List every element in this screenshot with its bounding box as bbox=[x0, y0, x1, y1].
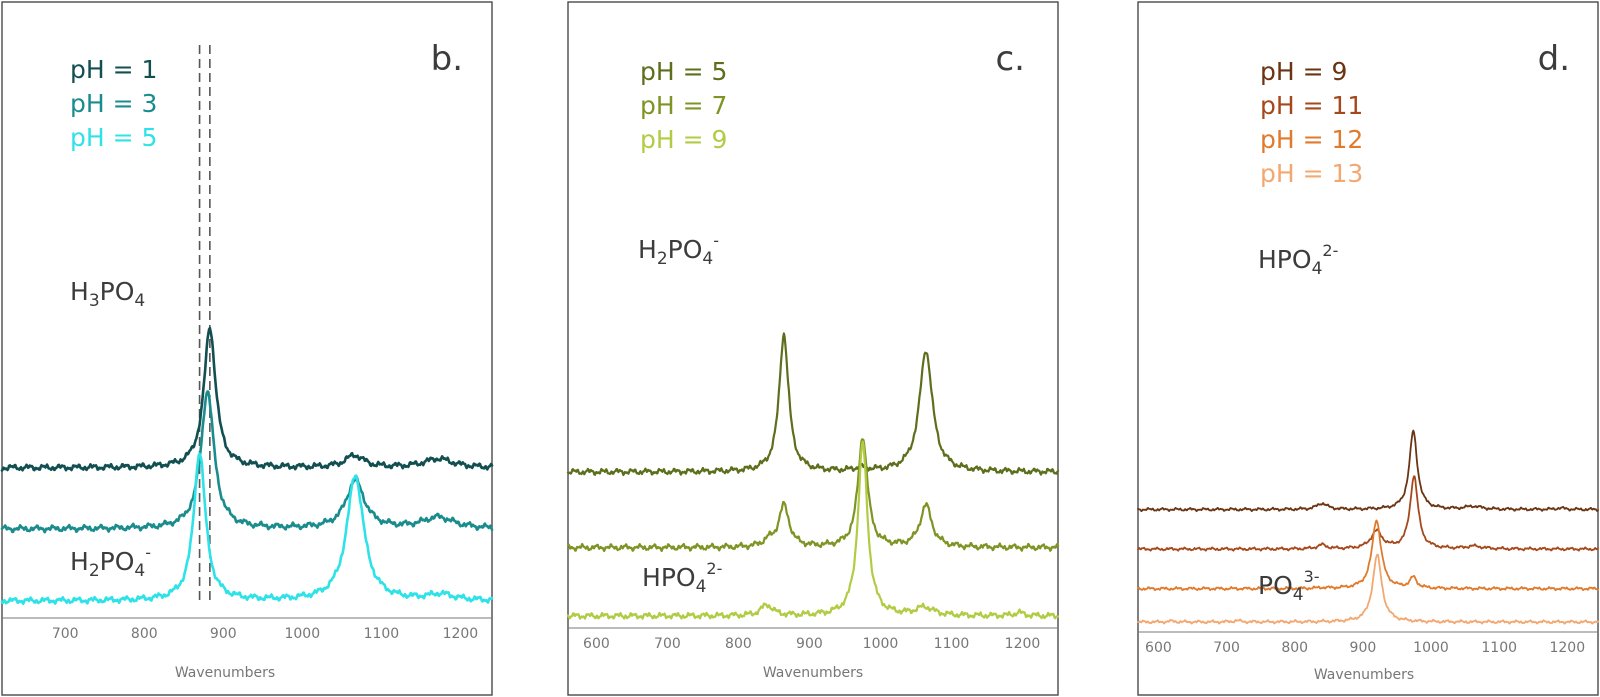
panel-c-trace-5 bbox=[566, 332, 1060, 477]
panel-c-tick-700: 700 bbox=[654, 636, 681, 652]
panel-b-legend-ph3: pH = 3 bbox=[70, 89, 157, 118]
panel-c-tick-1000: 1000 bbox=[863, 636, 899, 652]
panel-d-trace-13 bbox=[1137, 553, 1599, 625]
panel-c-x-axis-title: Wavenumbers bbox=[763, 665, 863, 681]
panel-c-species-hpo4: HPO42- bbox=[642, 559, 722, 597]
panel-d: 600 700 800 900 1000 1100 1200 Wavenumbers d. … bbox=[1137, 1, 1599, 696]
panel-c-tick-800: 800 bbox=[725, 636, 752, 652]
panel-d-traces bbox=[1137, 429, 1599, 625]
panel-b-trace-5 bbox=[0, 452, 494, 605]
panel-c-x-ticks: 600 700 800 900 1000 1100 1200 bbox=[583, 636, 1040, 652]
panel-c-tick-1200: 1200 bbox=[1005, 636, 1041, 652]
panel-b-tick-1200: 1200 bbox=[443, 626, 479, 642]
panel-b-traces bbox=[0, 326, 494, 605]
panel-d-trace-9 bbox=[1137, 429, 1599, 513]
panel-b-x-ticks: 700 800 900 1000 1100 1200 bbox=[52, 626, 478, 642]
panel-c-letter: c. bbox=[995, 39, 1025, 79]
panel-d-tick-1100: 1100 bbox=[1481, 640, 1517, 656]
panel-d-x-axis-title: Wavenumbers bbox=[1314, 667, 1414, 683]
panel-d-trace-11 bbox=[1137, 475, 1599, 552]
panel-c: 600 700 800 900 1000 1100 1200 Wavenumbers c. … bbox=[566, 1, 1060, 696]
panel-b-tick-900: 900 bbox=[210, 626, 237, 642]
panel-c-traces bbox=[566, 332, 1060, 620]
panel-b: 700 800 900 1000 1100 1200 Wavenumbers b. pH … bbox=[0, 1, 494, 696]
panel-b-dashed-markers bbox=[198, 45, 211, 600]
panel-b-letter: b. bbox=[431, 39, 463, 79]
panel-c-legend-ph7: pH = 7 bbox=[640, 91, 727, 120]
panel-d-tick-1000: 1000 bbox=[1413, 640, 1449, 656]
panel-c-trace-7 bbox=[566, 438, 1060, 553]
panel-d-tick-700: 700 bbox=[1213, 640, 1240, 656]
panel-d-tick-800: 800 bbox=[1281, 640, 1308, 656]
panel-d-legend-ph13: pH = 13 bbox=[1260, 159, 1363, 188]
panel-c-trace-9 bbox=[566, 440, 1060, 620]
panel-d-x-ticks: 600 700 800 900 1000 1100 1200 bbox=[1145, 640, 1585, 656]
panel-c-legend-ph9: pH = 9 bbox=[640, 125, 727, 154]
panel-d-frame bbox=[1137, 1, 1599, 696]
panel-d-species-po4: PO43- bbox=[1258, 567, 1320, 605]
panel-d-tick-600: 600 bbox=[1145, 640, 1172, 656]
panel-d-species-hpo4: HPO42- bbox=[1258, 241, 1338, 279]
panel-b-legend-ph5: pH = 5 bbox=[70, 123, 157, 152]
panel-c-tick-600: 600 bbox=[583, 636, 610, 652]
panel-b-tick-1100: 1100 bbox=[364, 626, 400, 642]
panel-b-species-h2po4: H2PO4- bbox=[70, 543, 151, 581]
panel-b-trace-1 bbox=[0, 326, 494, 472]
panel-b-tick-700: 700 bbox=[52, 626, 79, 642]
panel-c-tick-900: 900 bbox=[796, 636, 823, 652]
panel-c-legend-ph5: pH = 5 bbox=[640, 57, 727, 86]
panel-c-frame bbox=[567, 1, 1059, 696]
panel-d-legend-ph11: pH = 11 bbox=[1260, 91, 1363, 120]
panel-b-trace-3 bbox=[0, 390, 494, 534]
panel-b-x-axis-title: Wavenumbers bbox=[175, 665, 275, 681]
panel-c-species-h2po4: H2PO4- bbox=[638, 231, 719, 269]
panel-d-trace-12 bbox=[1137, 519, 1599, 592]
panel-b-legend-ph1: pH = 1 bbox=[70, 55, 157, 84]
panel-b-tick-800: 800 bbox=[131, 626, 158, 642]
panel-d-legend-ph12: pH = 12 bbox=[1260, 125, 1363, 154]
panel-b-tick-1000: 1000 bbox=[284, 626, 320, 642]
panel-d-letter: d. bbox=[1538, 39, 1570, 79]
panel-b-frame bbox=[1, 1, 493, 696]
panel-c-tick-1100: 1100 bbox=[934, 636, 970, 652]
panel-d-legend-ph9: pH = 9 bbox=[1260, 57, 1347, 86]
panel-d-tick-900: 900 bbox=[1350, 640, 1377, 656]
panel-d-tick-1200: 1200 bbox=[1549, 640, 1585, 656]
panel-b-species-h3po4: H3PO4 bbox=[70, 277, 145, 311]
